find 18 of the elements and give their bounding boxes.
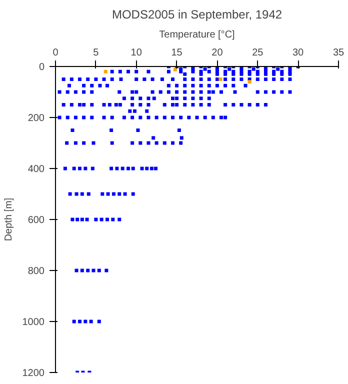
x-tick-label: 20 bbox=[212, 48, 224, 58]
chart-title: MODS2005 in September, 1942 bbox=[112, 8, 282, 22]
y-tick-label: 1000 bbox=[22, 317, 45, 328]
y-axis-title: Depth [m] bbox=[3, 198, 14, 242]
x-tick-label: 25 bbox=[252, 48, 264, 58]
y-tick-label: 1200 bbox=[22, 368, 45, 379]
x-tick-label: 30 bbox=[292, 48, 304, 58]
y-tick-label: 0 bbox=[38, 62, 45, 73]
y-tick-label: 800 bbox=[28, 266, 45, 277]
x-tick-label: 15 bbox=[171, 48, 183, 58]
x-tick-label: 10 bbox=[130, 48, 142, 58]
x-tick-label: 35 bbox=[332, 48, 344, 58]
y-tick-label: 200 bbox=[28, 113, 45, 124]
y-tick-label: 400 bbox=[28, 164, 45, 175]
x-tick-label: 5 bbox=[93, 48, 100, 58]
x-axis-title: Temperature [°C] bbox=[159, 30, 236, 40]
y-tick-label: 600 bbox=[28, 215, 45, 226]
x-tick-label: 0 bbox=[52, 48, 59, 58]
